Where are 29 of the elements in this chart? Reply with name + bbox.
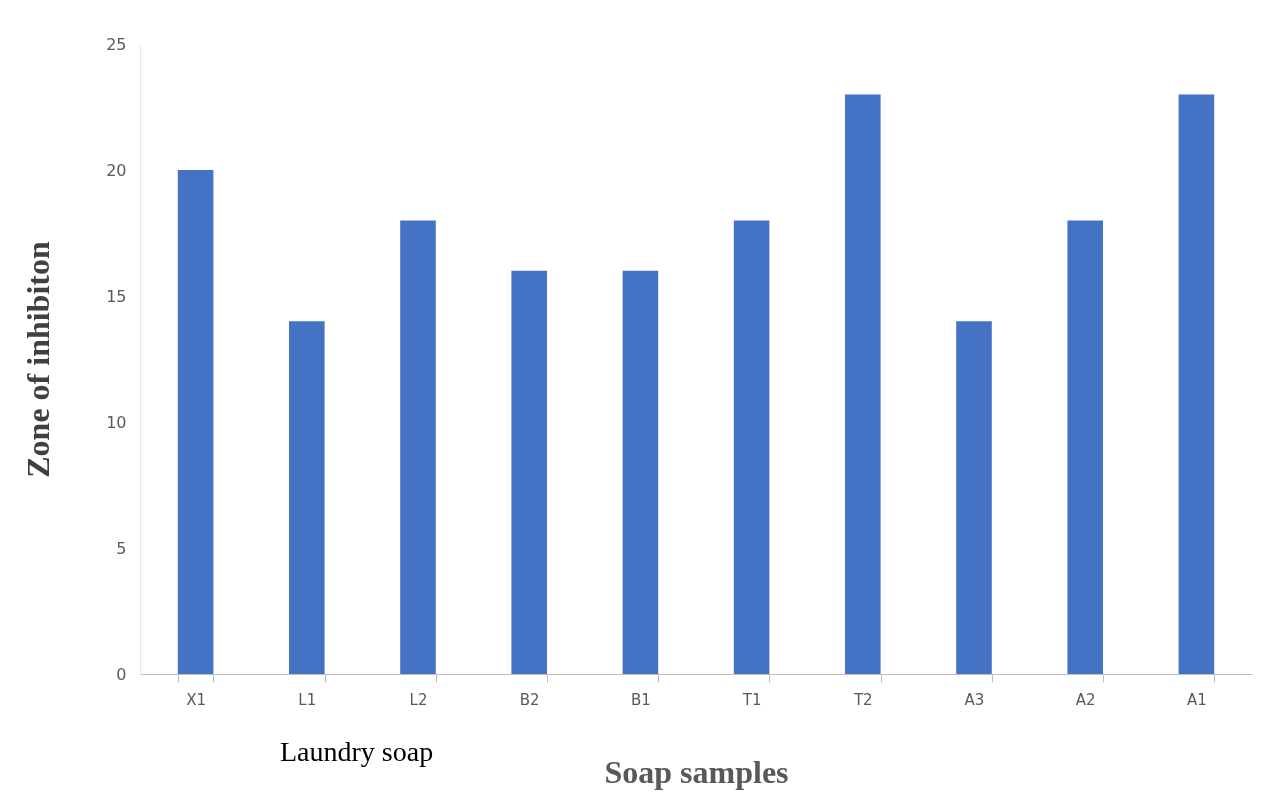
- y-tick-label: 5: [116, 538, 127, 558]
- x-tick-label: A2: [1075, 690, 1096, 709]
- text: Laundry soap: [280, 736, 434, 768]
- x-tick-label: L2: [409, 690, 428, 709]
- bar: [177, 170, 214, 674]
- bar: [1067, 220, 1103, 674]
- x-tick-label: A3: [964, 690, 985, 709]
- bar: [622, 270, 659, 674]
- bar: [289, 321, 325, 674]
- x-tick-label: A1: [1186, 690, 1207, 709]
- y-axis-title: Zone of inhibiton: [20, 241, 57, 478]
- y-tick-label: 10: [106, 412, 127, 432]
- x-tick-label: T2: [852, 690, 873, 709]
- y-tick-label: 25: [106, 34, 127, 54]
- x-tick-label: T1: [741, 690, 762, 709]
- bar: [400, 220, 436, 674]
- x-tick-label: L1: [298, 690, 317, 709]
- bar: [845, 94, 881, 674]
- x-tick-label: B2: [519, 690, 540, 709]
- bar: [733, 220, 770, 674]
- x-axis-title: Soap samples: [604, 753, 789, 790]
- y-tick-label: 0: [116, 664, 127, 684]
- bar: [1178, 94, 1215, 674]
- bar: [956, 321, 992, 674]
- y-tick-label: 20: [106, 160, 127, 180]
- y-tick-label: 15: [106, 286, 127, 306]
- x-tick-label: X1: [186, 690, 207, 709]
- x-tick-label: B1: [630, 690, 651, 709]
- bar: [511, 270, 547, 674]
